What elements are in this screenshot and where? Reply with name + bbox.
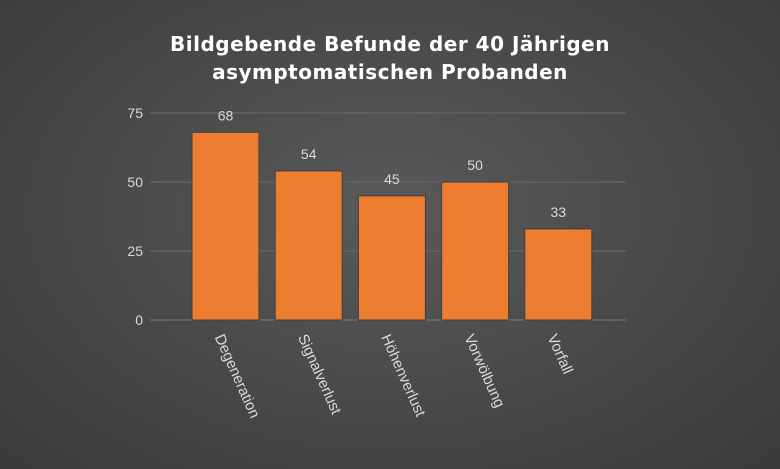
y-tick-label: 75 xyxy=(127,105,143,121)
data-label: 54 xyxy=(301,146,317,162)
x-tick-label: Signalverlust xyxy=(294,332,345,418)
y-tick-label: 50 xyxy=(127,174,143,190)
chart-title: Bildgebende Befunde der 40 Jährigen asym… xyxy=(0,30,780,86)
y-tick-label: 25 xyxy=(127,243,143,259)
x-tick-label: Degeneration xyxy=(211,332,263,421)
chart-title-line-2: asymptomatischen Probanden xyxy=(212,60,568,84)
data-label: 50 xyxy=(467,157,483,173)
bar xyxy=(274,170,343,321)
bar xyxy=(191,131,260,321)
chart-title-line-1: Bildgebende Befunde der 40 Jährigen xyxy=(170,32,610,56)
bar xyxy=(357,195,426,321)
x-tick-label: Vorwölbung xyxy=(460,332,507,411)
y-tick-label: 0 xyxy=(135,312,143,328)
data-label: 45 xyxy=(384,171,400,187)
x-tick-label: Höhenverlust xyxy=(377,332,429,420)
data-label: 33 xyxy=(551,204,567,220)
bar xyxy=(524,228,593,321)
x-tick-label: Vorfall xyxy=(544,332,576,377)
data-label: 68 xyxy=(218,107,234,123)
bar xyxy=(441,181,510,321)
